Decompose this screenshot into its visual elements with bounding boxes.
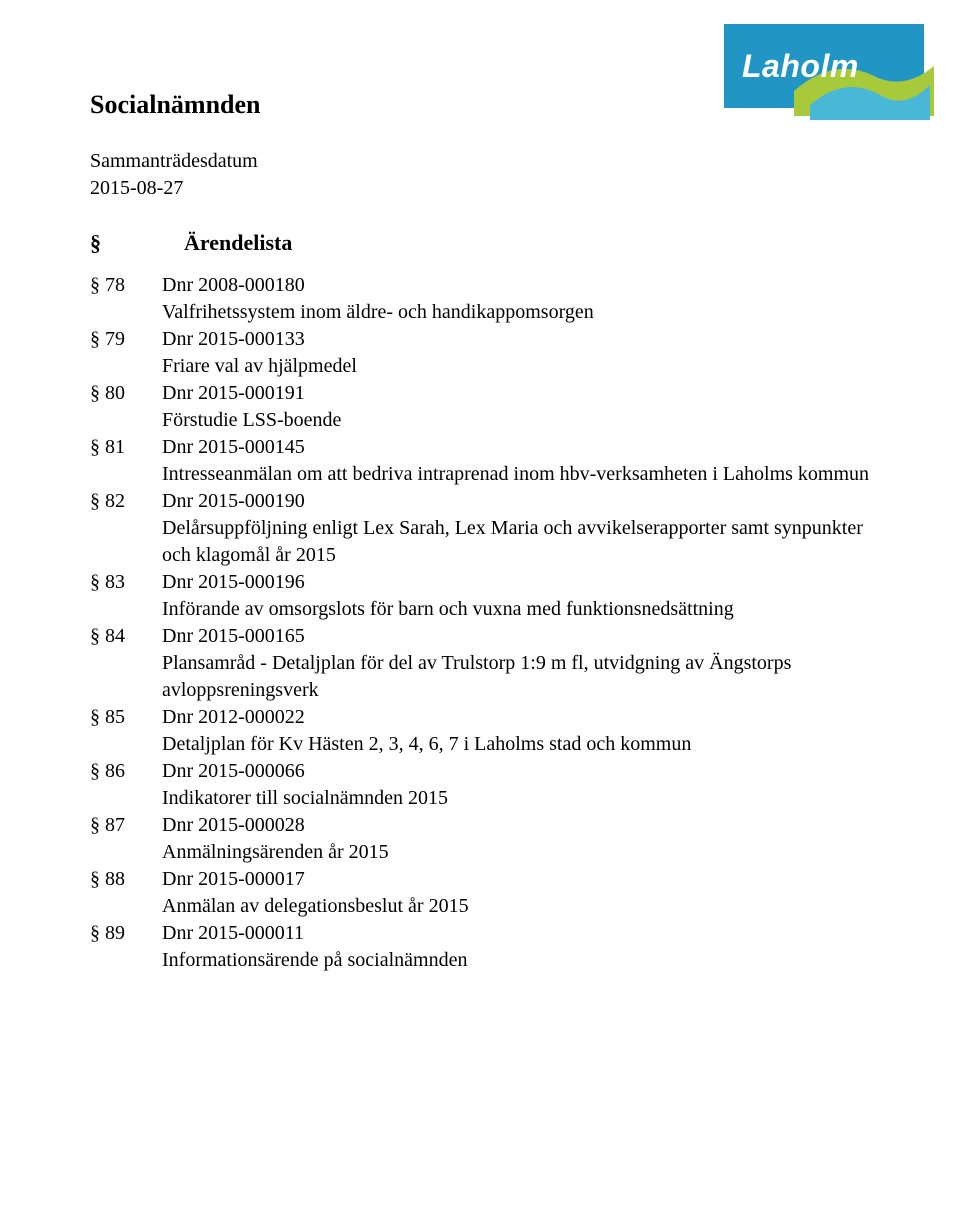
agenda-item-dnr: Dnr 2015-000145 (162, 434, 870, 461)
agenda-item-dnr: Dnr 2015-000165 (162, 623, 870, 650)
agenda-item-body: Dnr 2015-000028 Anmälningsärenden år 201… (162, 812, 870, 866)
agenda-header: § Ärendelista (90, 230, 870, 256)
agenda-item-dnr: Dnr 2015-000196 (162, 569, 870, 596)
agenda-item-number: § 87 (90, 812, 144, 866)
agenda-item: § 88 Dnr 2015-000017 Anmälan av delegati… (90, 866, 870, 920)
agenda-item-dnr: Dnr 2015-000133 (162, 326, 870, 353)
agenda-item-body: Dnr 2015-000165 Plansamråd - Detaljplan … (162, 623, 870, 704)
agenda-item: § 85 Dnr 2012-000022 Detaljplan för Kv H… (90, 704, 870, 758)
header-list-label: Ärendelista (184, 230, 292, 256)
agenda-item-dnr: Dnr 2015-000066 (162, 758, 870, 785)
agenda-item: § 82 Dnr 2015-000190 Delårsuppföljning e… (90, 488, 870, 569)
agenda-item-number: § 83 (90, 569, 144, 623)
agenda-item: § 80 Dnr 2015-000191 Förstudie LSS-boend… (90, 380, 870, 434)
agenda-item-title: Intresseanmälan om att bedriva intrapren… (162, 461, 870, 488)
agenda-item-title: Införande av omsorgslots för barn och vu… (162, 596, 870, 623)
agenda-item-title: Friare val av hjälpmedel (162, 353, 870, 380)
meeting-date: 2015-08-27 (90, 175, 870, 202)
agenda-item-body: Dnr 2015-000145 Intresseanmälan om att b… (162, 434, 870, 488)
agenda-item-title: Indikatorer till socialnämnden 2015 (162, 785, 870, 812)
agenda-item-title: Anmälan av delegationsbeslut år 2015 (162, 893, 870, 920)
agenda-item-number: § 86 (90, 758, 144, 812)
agenda-item-title: Plansamråd - Detaljplan för del av Truls… (162, 650, 870, 704)
agenda-item-body: Dnr 2015-000011 Informationsärende på so… (162, 920, 870, 974)
agenda-item-dnr: Dnr 2015-000190 (162, 488, 870, 515)
agenda-item-dnr: Dnr 2015-000017 (162, 866, 870, 893)
agenda-item: § 87 Dnr 2015-000028 Anmälningsärenden å… (90, 812, 870, 866)
agenda-item-dnr: Dnr 2015-000028 (162, 812, 870, 839)
meeting-date-label: Sammanträdesdatum (90, 148, 870, 175)
agenda-item-number: § 89 (90, 920, 144, 974)
agenda-item: § 83 Dnr 2015-000196 Införande av omsorg… (90, 569, 870, 623)
agenda-item-body: Dnr 2015-000066 Indikatorer till socialn… (162, 758, 870, 812)
agenda-item-number: § 84 (90, 623, 144, 704)
agenda-item: § 84 Dnr 2015-000165 Plansamråd - Detalj… (90, 623, 870, 704)
agenda-item-number: § 80 (90, 380, 144, 434)
agenda-item-dnr: Dnr 2008-000180 (162, 272, 870, 299)
agenda-item-body: Dnr 2015-000017 Anmälan av delegationsbe… (162, 866, 870, 920)
agenda-item-title: Delårsuppföljning enligt Lex Sarah, Lex … (162, 515, 870, 569)
logo-text: Laholm (742, 48, 859, 85)
agenda-item-dnr: Dnr 2015-000191 (162, 380, 870, 407)
agenda-item: § 79 Dnr 2015-000133 Friare val av hjälp… (90, 326, 870, 380)
header-section-symbol: § (90, 230, 144, 256)
agenda-item-number: § 81 (90, 434, 144, 488)
agenda-item-dnr: Dnr 2012-000022 (162, 704, 870, 731)
agenda-item: § 81 Dnr 2015-000145 Intresseanmälan om … (90, 434, 870, 488)
agenda-item-body: Dnr 2015-000190 Delårsuppföljning enligt… (162, 488, 870, 569)
agenda-item-body: Dnr 2015-000191 Förstudie LSS-boende (162, 380, 870, 434)
agenda-item: § 89 Dnr 2015-000011 Informationsärende … (90, 920, 870, 974)
page: Laholm Socialnämnden Sammanträdesdatum 2… (0, 0, 960, 1231)
agenda-item: § 78 Dnr 2008-000180 Valfrihetssystem in… (90, 272, 870, 326)
meeting-meta: Sammanträdesdatum 2015-08-27 (90, 148, 870, 202)
agenda-item-number: § 79 (90, 326, 144, 380)
agenda-item: § 86 Dnr 2015-000066 Indikatorer till so… (90, 758, 870, 812)
agenda-item-title: Förstudie LSS-boende (162, 407, 870, 434)
logo: Laholm (724, 24, 924, 108)
agenda-item-title: Valfrihetssystem inom äldre- och handika… (162, 299, 870, 326)
agenda-item-body: Dnr 2015-000196 Införande av omsorgslots… (162, 569, 870, 623)
agenda-item-title: Detaljplan för Kv Hästen 2, 3, 4, 6, 7 i… (162, 731, 870, 758)
agenda-item-body: Dnr 2015-000133 Friare val av hjälpmedel (162, 326, 870, 380)
agenda-item-body: Dnr 2012-000022 Detaljplan för Kv Hästen… (162, 704, 870, 758)
agenda-item-number: § 85 (90, 704, 144, 758)
agenda-item-number: § 82 (90, 488, 144, 569)
agenda-item-title: Anmälningsärenden år 2015 (162, 839, 870, 866)
agenda-item-title: Informationsärende på socialnämnden (162, 947, 870, 974)
agenda-item-number: § 88 (90, 866, 144, 920)
agenda-item-body: Dnr 2008-000180 Valfrihetssystem inom äl… (162, 272, 870, 326)
agenda-list: § 78 Dnr 2008-000180 Valfrihetssystem in… (90, 272, 870, 974)
agenda-item-number: § 78 (90, 272, 144, 326)
agenda-item-dnr: Dnr 2015-000011 (162, 920, 870, 947)
